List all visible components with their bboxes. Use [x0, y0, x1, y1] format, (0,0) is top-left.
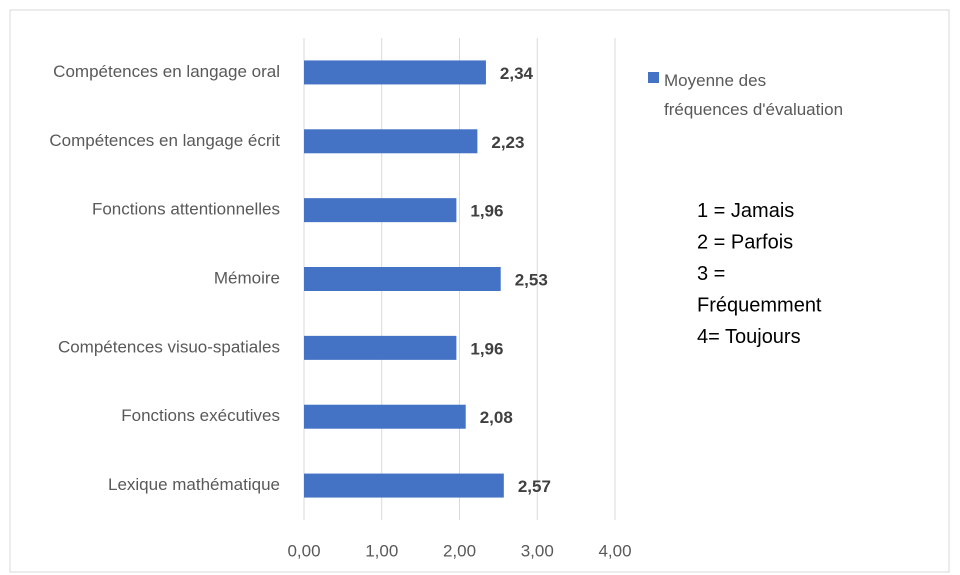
bar	[304, 60, 486, 85]
bar	[304, 267, 501, 291]
value-label: 1,96	[470, 202, 503, 221]
bar	[304, 473, 504, 498]
x-tick-label: 2,00	[443, 541, 476, 560]
x-tick-label: 1,00	[365, 541, 398, 560]
y-tick-label: Lexique mathématique	[108, 475, 280, 494]
y-tick-label: Compétences en langage oral	[53, 62, 280, 81]
bar	[304, 198, 457, 223]
x-tick-label: 3,00	[521, 541, 554, 560]
y-tick-label: Mémoire	[214, 268, 280, 287]
bar	[304, 404, 466, 429]
value-label: 1,96	[470, 339, 503, 358]
annotation: 3 = Fréquemment	[697, 263, 822, 317]
bar	[304, 335, 457, 360]
y-tick-label: Fonctions attentionnelles	[92, 200, 280, 219]
y-tick-label: Compétences en langage écrit	[49, 131, 280, 150]
value-label: 2,23	[491, 133, 524, 152]
bar	[304, 129, 478, 154]
legend-swatch	[648, 72, 659, 83]
y-tick-label: Compétences visuo-spatiales	[58, 337, 280, 356]
value-label: 2,34	[500, 64, 534, 83]
legend-label: Moyenne des fréquences d'évaluation	[664, 71, 843, 119]
annotation: 1 = Jamais	[697, 200, 794, 222]
x-tick-label: 4,00	[598, 541, 631, 560]
value-label: 2,57	[518, 477, 551, 496]
value-label: 2,53	[515, 270, 548, 289]
value-label: 2,08	[480, 408, 513, 427]
annotation: 2 = Parfois	[697, 232, 793, 254]
annotation: 4= Toujours	[697, 326, 801, 348]
y-tick-label: Fonctions exécutives	[121, 406, 280, 425]
x-tick-label: 0,00	[287, 541, 320, 560]
